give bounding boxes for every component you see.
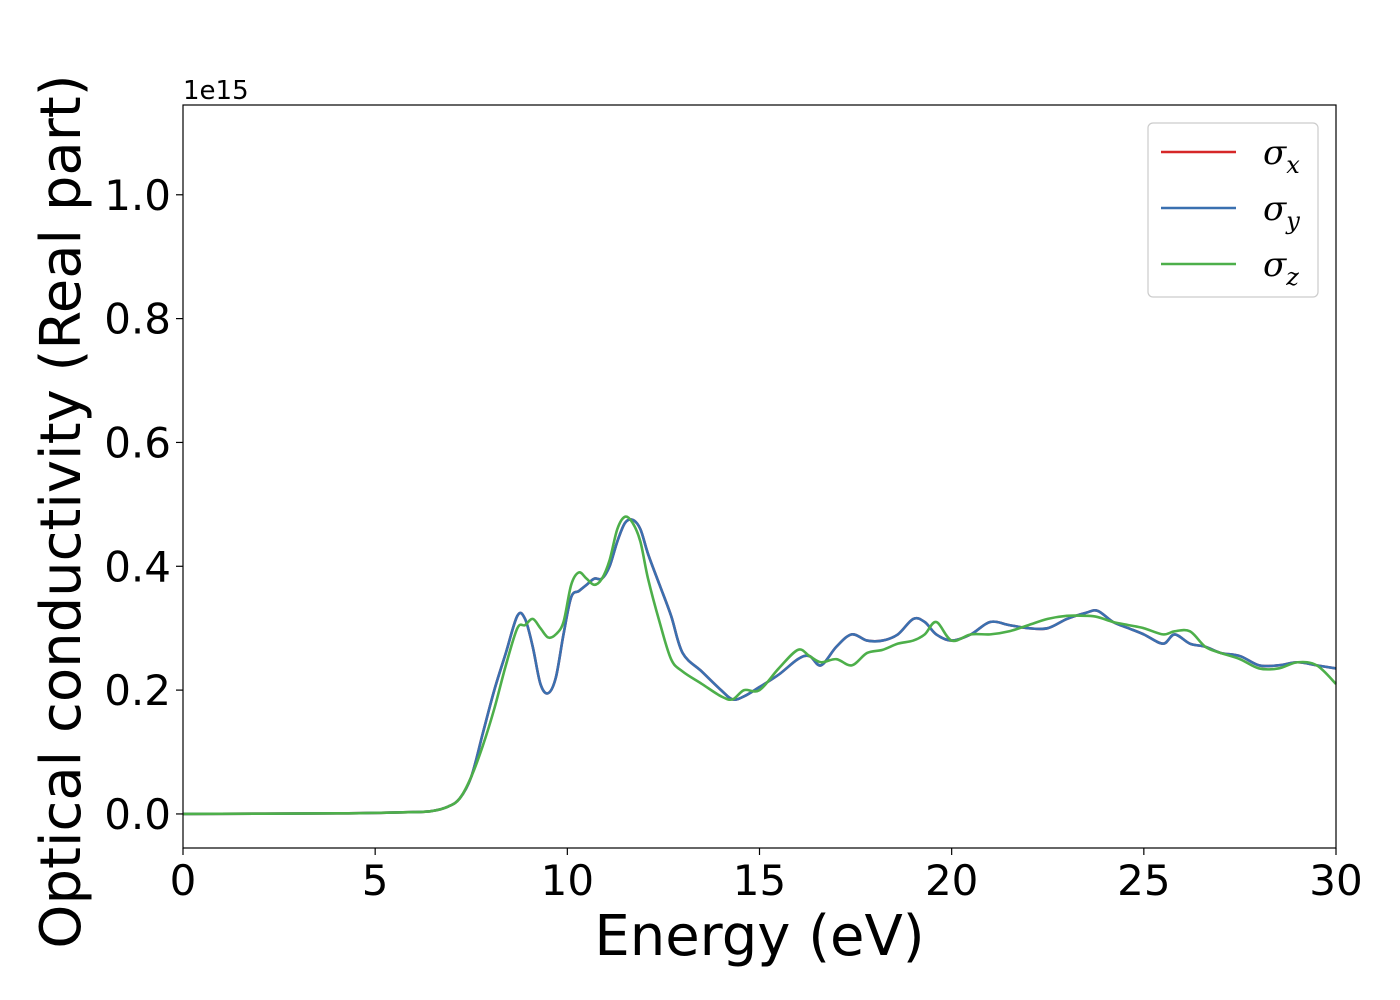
plot-lines <box>182 515 1337 816</box>
y-tick-label: 0.2 <box>104 666 171 715</box>
x-axis-title: Energy (eV) <box>594 904 924 969</box>
series-line-y <box>182 518 1337 816</box>
x-tick-label: 20 <box>925 856 978 905</box>
legend-subscript: x <box>1286 151 1300 179</box>
legend-label: σ <box>1263 189 1287 229</box>
legend-entry-z: σz <box>1263 245 1299 291</box>
y-tick-label: 0.8 <box>104 295 171 344</box>
legend-label: σ <box>1263 133 1287 173</box>
legend-subscript: y <box>1285 207 1300 235</box>
x-tick-label: 15 <box>733 856 786 905</box>
legend-entry-x: σx <box>1263 133 1300 179</box>
x-tick-label: 30 <box>1309 856 1362 905</box>
y-axis-offset-label: 1e15 <box>183 76 249 106</box>
y-tick-label: 0.6 <box>104 418 171 467</box>
y-tick-label: 0.0 <box>104 790 171 839</box>
y-tick-label: 1.0 <box>104 171 171 220</box>
series-line-z <box>182 515 1337 816</box>
legend-label: σ <box>1263 245 1287 285</box>
y-axis: 0.0 0.2 0.4 0.6 0.8 1.0 <box>104 171 183 839</box>
x-axis: 0 5 10 15 20 25 30 <box>170 848 1363 905</box>
y-tick-label: 0.4 <box>104 542 171 591</box>
x-tick-label: 0 <box>170 856 197 905</box>
legend-subscript: z <box>1285 263 1299 291</box>
x-tick-label: 25 <box>1117 856 1170 905</box>
x-tick-label: 10 <box>541 856 594 905</box>
legend-box <box>1147 122 1319 298</box>
y-axis-title: Optical conductivity (Real part) <box>29 74 94 948</box>
x-tick-label: 5 <box>362 856 389 905</box>
legend-entry-y: σy <box>1263 189 1300 235</box>
